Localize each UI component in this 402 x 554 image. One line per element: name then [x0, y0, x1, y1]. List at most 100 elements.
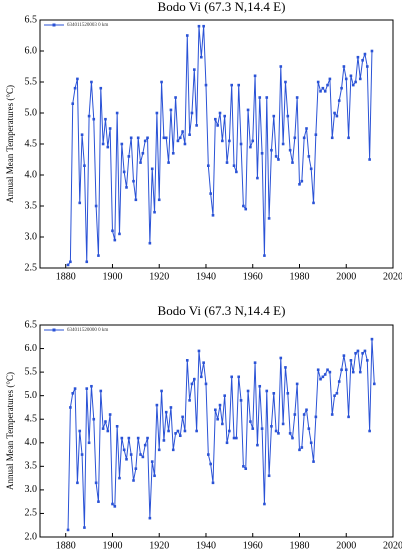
chart-title: Bodo Vi (67.3 N,14.4 E): [158, 303, 286, 318]
data-point: [204, 83, 208, 87]
series-line: [67, 26, 373, 266]
y-tick-label: 6.5: [25, 14, 38, 25]
x-tick-label: 1880: [56, 271, 76, 282]
data-point: [73, 387, 77, 390]
data-point: [192, 377, 196, 381]
data-point: [270, 424, 273, 428]
data-point: [300, 446, 304, 449]
data-point: [218, 403, 222, 407]
data-point: [113, 505, 117, 508]
data-point: [94, 204, 98, 208]
data-point: [92, 117, 96, 121]
data-point: [239, 142, 243, 146]
data-point: [76, 481, 79, 485]
data-point: [267, 217, 271, 220]
data-point: [104, 117, 107, 121]
data-point: [330, 136, 334, 140]
data-point: [267, 474, 271, 478]
x-tick-label: 1980: [289, 271, 309, 282]
data-point: [99, 389, 103, 393]
data-point: [300, 179, 304, 183]
data-point: [368, 429, 371, 433]
data-point: [221, 422, 224, 426]
data-point: [228, 429, 231, 433]
y-tick-label: 3.0: [25, 231, 38, 242]
data-point: [351, 83, 355, 87]
data-point: [256, 176, 259, 180]
data-point: [349, 74, 353, 78]
data-point: [143, 139, 147, 143]
y-tick-label: 3.5: [25, 200, 38, 211]
legend: 634011520003 0 km: [44, 23, 108, 28]
data-point: [356, 349, 360, 353]
data-point: [80, 133, 84, 136]
x-tick-label: 1920: [149, 540, 169, 551]
y-tick-label: 5.0: [25, 107, 38, 118]
data-point: [122, 170, 126, 174]
data-point: [370, 49, 374, 53]
x-tick-label: 1920: [149, 271, 169, 282]
data-point: [230, 375, 233, 379]
data-point: [253, 361, 257, 364]
data-point: [305, 408, 308, 412]
data-point: [78, 201, 82, 205]
data-point: [169, 406, 173, 409]
x-tick-label: 1980: [289, 540, 309, 551]
data-point: [178, 434, 182, 438]
data-point: [153, 210, 156, 214]
data-point: [132, 179, 135, 183]
y-tick-label: 5.5: [25, 366, 38, 377]
plot-frame: [39, 19, 394, 269]
data-point: [244, 207, 248, 211]
data-point: [69, 406, 72, 409]
data-point: [316, 368, 320, 372]
data-point: [328, 370, 332, 374]
data-point: [108, 127, 112, 130]
data-point: [221, 139, 224, 143]
data-point: [288, 148, 292, 152]
data-point: [258, 96, 262, 99]
data-point: [326, 83, 329, 87]
data-point: [309, 441, 313, 445]
data-point: [171, 448, 175, 452]
data-point: [347, 415, 350, 419]
data-point: [169, 108, 173, 112]
data-point: [286, 392, 290, 395]
y-tick-label: 2.0: [25, 531, 38, 542]
data-point: [94, 481, 98, 485]
data-point: [157, 448, 161, 452]
data-point: [178, 136, 182, 140]
data-point: [118, 476, 121, 480]
data-point: [361, 59, 364, 62]
data-point: [160, 80, 163, 84]
data-point: [209, 462, 212, 466]
data-point: [216, 124, 219, 127]
data-point: [340, 368, 343, 372]
data-point: [272, 114, 276, 118]
data-point: [83, 164, 86, 167]
data-point: [204, 382, 208, 386]
data-point: [185, 359, 189, 362]
x-tick-label: 2020: [383, 271, 402, 282]
data-point: [298, 183, 301, 186]
data-point: [214, 408, 217, 412]
data-point: [207, 164, 210, 167]
data-point: [108, 413, 112, 416]
data-point: [136, 136, 140, 140]
x-tick-label: 1960: [243, 540, 263, 551]
data-point: [335, 114, 339, 118]
data-point: [99, 86, 103, 90]
data-point: [249, 145, 252, 149]
data-point: [146, 436, 149, 440]
x-tick-label: 1960: [243, 271, 263, 282]
data-point: [164, 410, 168, 414]
data-point: [293, 413, 297, 416]
data-point: [242, 204, 245, 208]
data-point: [335, 392, 339, 395]
chart-title: Bodo Vi (67.3 N,14.4 E): [158, 0, 286, 14]
data-point: [87, 114, 91, 118]
y-axis-label: Annual Mean Temperatures (°C): [5, 372, 15, 490]
legend-label: 634011520003 0 km: [67, 23, 108, 28]
data-point: [183, 142, 187, 146]
data-point: [160, 389, 163, 393]
